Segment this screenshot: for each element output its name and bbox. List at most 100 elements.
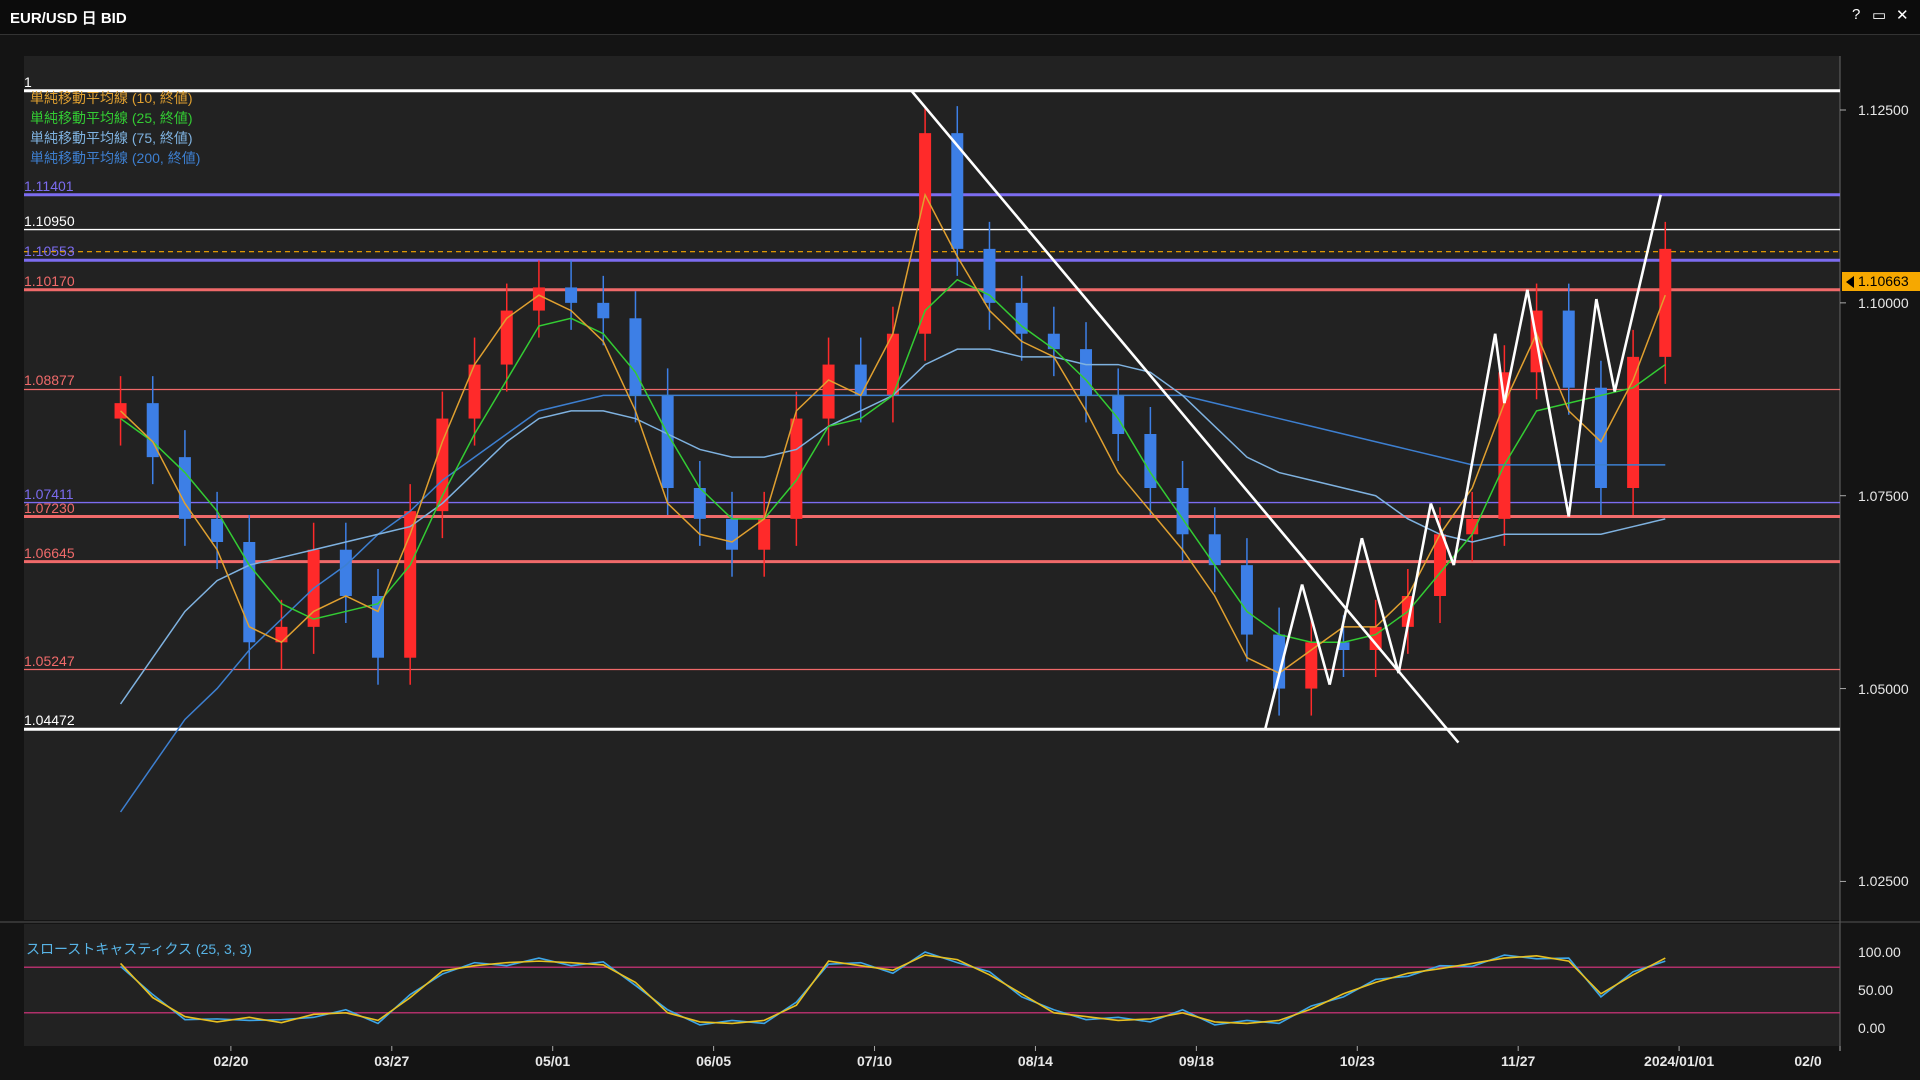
candle-body — [1466, 518, 1479, 535]
trend-line — [910, 89, 1460, 744]
level-label: 1.08877 — [24, 372, 75, 389]
price-panel — [24, 56, 1840, 920]
x-tick-label: 11/27 — [1501, 1053, 1536, 1069]
window-title: EUR/USD 日 BID — [10, 10, 127, 27]
help-button[interactable]: ? — [1852, 6, 1861, 23]
trend-line — [1567, 298, 1598, 517]
x-tick-label: 06/05 — [696, 1053, 732, 1069]
close-button[interactable]: ✕ — [1896, 7, 1909, 24]
trend-line — [1264, 584, 1304, 730]
candle-body — [1208, 534, 1221, 566]
candle-body — [758, 518, 771, 550]
candle-body — [114, 403, 127, 419]
x-tick-label: 05/01 — [535, 1053, 571, 1069]
candle-body — [1498, 372, 1511, 519]
trend-line — [1300, 584, 1331, 686]
candle-body — [951, 133, 964, 249]
candle-body — [436, 418, 449, 512]
x-tick-label: 02/0 — [1794, 1053, 1822, 1069]
candle-body — [532, 287, 545, 311]
level-label: 1.06645 — [24, 544, 75, 561]
level-label: 1.04472 — [24, 712, 75, 729]
level-label: 1.07230 — [24, 499, 75, 516]
stoch-d-line — [120, 951, 1666, 1026]
maximize-button[interactable]: ▭ — [1872, 7, 1887, 24]
candle-body — [178, 457, 191, 519]
legend-entry: 単純移動平均線 (25, 終値) — [30, 110, 193, 126]
trend-line — [1526, 289, 1571, 517]
level-label: 1.07411 — [24, 485, 74, 502]
candle-body — [404, 511, 417, 658]
trend-line — [1397, 503, 1433, 674]
level-label: 1.10950 — [24, 212, 75, 229]
candle-body — [1627, 356, 1640, 488]
x-tick-label: 08/14 — [1017, 1053, 1053, 1069]
x-tick-label: 02/20 — [213, 1053, 249, 1069]
candle-body — [339, 549, 352, 596]
trend-line — [1452, 333, 1497, 566]
candle-body — [1112, 395, 1125, 434]
candle-body — [211, 518, 224, 542]
candle-body — [726, 518, 739, 550]
candle-body — [661, 395, 674, 488]
level-label: 1 — [24, 73, 32, 90]
legend-entry: 単純移動平均線 (75, 終値) — [30, 130, 193, 146]
y-tick-label: 1.07500 — [1858, 487, 1909, 504]
candle-body — [1594, 387, 1607, 488]
candle-body — [693, 488, 706, 519]
trend-line — [1503, 289, 1529, 404]
sma10-line — [120, 192, 1666, 675]
candle-body — [372, 596, 385, 658]
stoch-tick-label: 0.00 — [1858, 1020, 1886, 1036]
y-tick-label: 1.10000 — [1858, 294, 1909, 311]
candle-body — [468, 364, 481, 419]
trend-line — [1595, 298, 1616, 392]
trend-line — [1613, 194, 1662, 392]
x-tick-label: 07/10 — [857, 1053, 893, 1069]
candle-body — [1562, 310, 1575, 388]
trend-line — [1360, 537, 1400, 674]
trend-line — [1493, 333, 1506, 404]
y-tick-label: 1.05000 — [1858, 680, 1909, 697]
candle-body — [1434, 534, 1447, 596]
level-label: 1.10553 — [24, 243, 75, 260]
candle-body — [919, 133, 932, 334]
stochastic-label: スローストキャスティクス (25, 3, 3) — [26, 941, 252, 957]
candle-body — [1015, 302, 1028, 334]
trend-line — [1429, 502, 1456, 566]
y-tick-label: 1.12500 — [1858, 102, 1909, 118]
title-bar: EUR/USD 日 BID ? ▭ ✕ — [0, 0, 1920, 35]
candle-body — [629, 318, 642, 396]
candle-body — [597, 302, 610, 319]
stoch-tick-label: 50.00 — [1858, 982, 1894, 998]
candle-body — [1080, 349, 1093, 396]
sma25-line — [120, 278, 1666, 644]
candle-body — [1047, 333, 1060, 350]
candle-body — [1659, 248, 1672, 357]
y-tick-label: 1.02500 — [1858, 873, 1909, 890]
trend-line — [1328, 537, 1364, 685]
candle-body — [983, 248, 996, 303]
legend-entry: 単純移動平均線 (200, 終値) — [30, 150, 201, 166]
candle-body — [500, 310, 513, 365]
candle-body — [1176, 488, 1189, 535]
candle-body — [822, 364, 835, 419]
level-label: 1.10170 — [24, 272, 75, 289]
candle-body — [565, 287, 578, 303]
x-tick-label: 03/27 — [374, 1053, 410, 1069]
candle-body — [1240, 565, 1253, 635]
candle-body — [1305, 642, 1318, 689]
level-label: 1.11401 — [24, 177, 74, 194]
candle-body — [1144, 434, 1157, 488]
stoch-k-line — [119, 954, 1666, 1025]
x-tick-label: 10/23 — [1339, 1053, 1375, 1069]
x-tick-label: 09/18 — [1178, 1053, 1214, 1069]
candle-body — [1337, 642, 1350, 650]
candle-body — [854, 364, 867, 396]
x-tick-label: 2024/01/01 — [1644, 1053, 1715, 1069]
candle-body — [790, 418, 803, 519]
stochastic-panel — [24, 924, 1840, 1046]
candle-body — [886, 333, 899, 396]
candle-body — [1273, 634, 1286, 689]
